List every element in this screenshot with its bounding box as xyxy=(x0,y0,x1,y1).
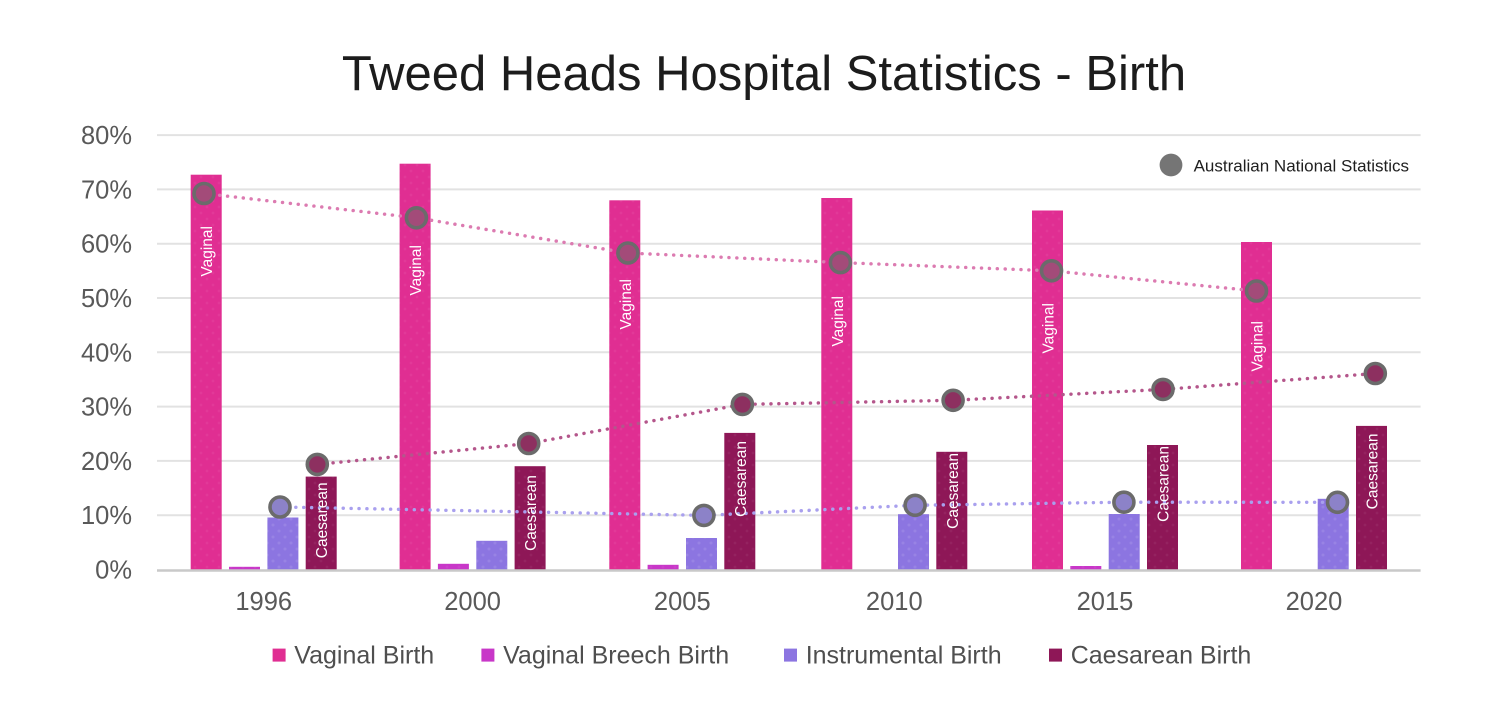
svg-text:Vaginal: Vaginal xyxy=(618,279,635,330)
svg-text:Vaginal: Vaginal xyxy=(1250,321,1267,372)
svg-text:Caesarean: Caesarean xyxy=(733,441,750,517)
svg-text:80%: 80% xyxy=(81,122,132,150)
svg-text:10%: 10% xyxy=(81,502,132,530)
svg-text:Caesarean Birth: Caesarean Birth xyxy=(1071,642,1252,670)
svg-text:Instrumental Birth: Instrumental Birth xyxy=(806,642,1002,670)
svg-text:2010: 2010 xyxy=(866,588,923,616)
svg-text:Tweed Heads Hospital Statistic: Tweed Heads Hospital Statistics - Birth xyxy=(342,47,1186,101)
svg-text:Caesarean: Caesarean xyxy=(1365,434,1382,510)
svg-text:40%: 40% xyxy=(81,339,132,367)
svg-text:2000: 2000 xyxy=(444,588,501,616)
svg-text:30%: 30% xyxy=(81,394,132,422)
svg-text:2015: 2015 xyxy=(1077,588,1134,616)
svg-text:2020: 2020 xyxy=(1286,588,1343,616)
svg-text:Vaginal Birth: Vaginal Birth xyxy=(294,642,434,670)
svg-text:1996: 1996 xyxy=(235,588,292,616)
svg-text:Caesarean: Caesarean xyxy=(523,475,540,551)
svg-text:Vaginal: Vaginal xyxy=(408,245,425,296)
svg-text:Vaginal: Vaginal xyxy=(830,296,847,347)
svg-text:Caesarean: Caesarean xyxy=(1156,446,1173,522)
svg-text:20%: 20% xyxy=(81,448,132,476)
svg-text:Caesarean: Caesarean xyxy=(945,453,962,529)
svg-text:0%: 0% xyxy=(95,557,132,585)
svg-text:Vaginal Breech Birth: Vaginal Breech Birth xyxy=(503,642,729,670)
svg-text:70%: 70% xyxy=(81,176,132,204)
svg-text:Australian National Statistics: Australian National Statistics xyxy=(1194,157,1409,176)
svg-text:50%: 50% xyxy=(81,285,132,313)
svg-text:60%: 60% xyxy=(81,231,132,259)
svg-text:Vaginal: Vaginal xyxy=(1041,303,1058,354)
svg-text:Vaginal: Vaginal xyxy=(199,226,216,277)
svg-text:2005: 2005 xyxy=(654,588,711,616)
svg-text:Caesarean: Caesarean xyxy=(314,482,331,558)
